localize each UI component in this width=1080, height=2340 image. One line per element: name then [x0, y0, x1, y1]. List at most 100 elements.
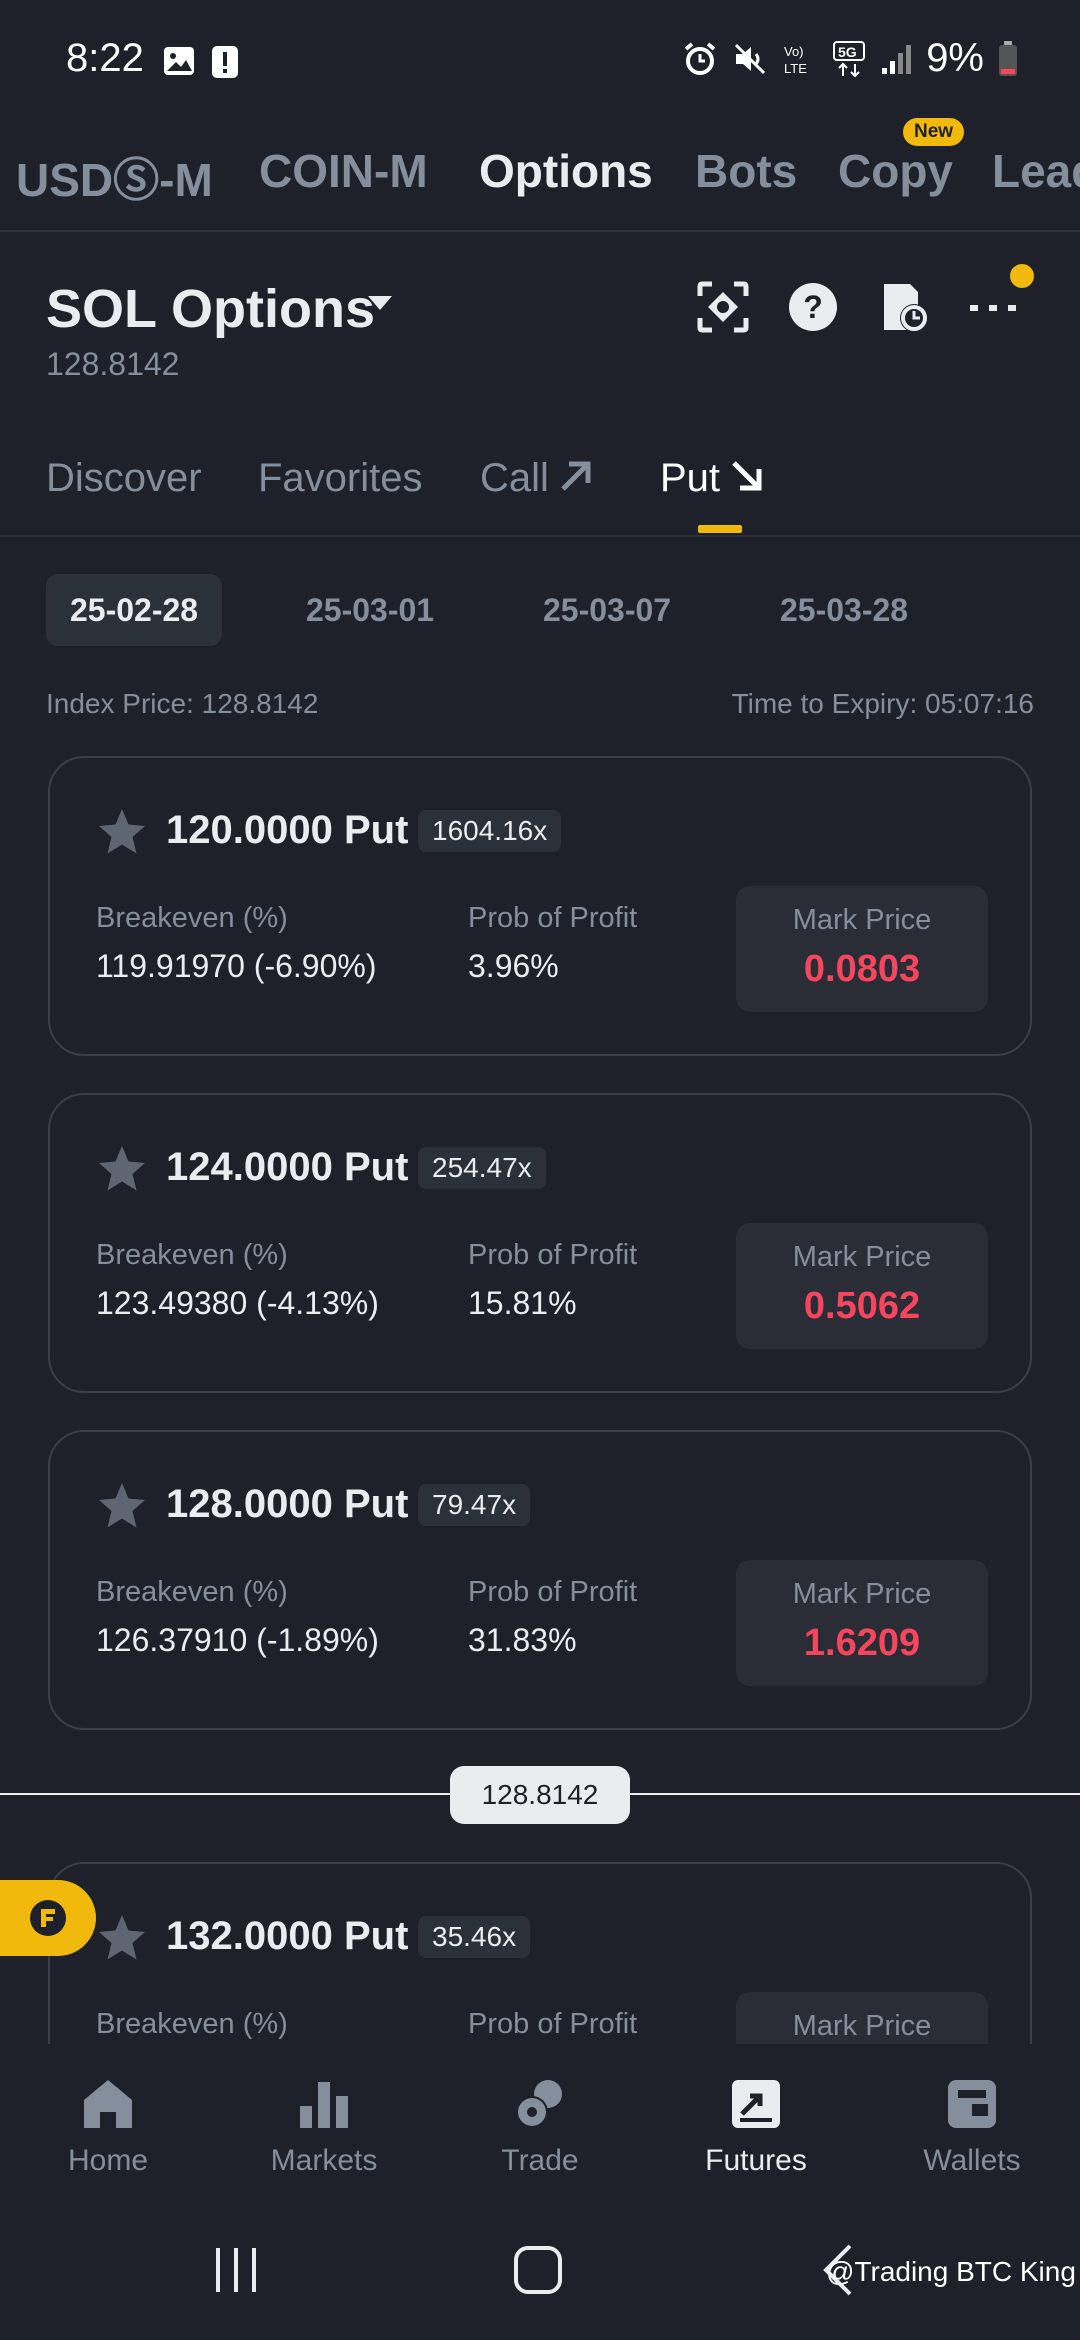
mark-price-value: 0.0803 [803, 948, 921, 990]
time-to-expiry: Time to Expiry: 05:07:16 [731, 688, 1034, 719]
nav-markets-label: Markets [270, 2144, 378, 2177]
breakeven-label: Breakeven (%) [96, 2008, 288, 2040]
tab-coin-m[interactable]: COIN-M [259, 145, 428, 197]
leverage-badge: 254.47x [418, 1147, 546, 1189]
home-button-icon[interactable] [508, 2240, 568, 2300]
page-title[interactable]: SOL Options [46, 279, 376, 339]
subtab-divider [0, 535, 1080, 537]
nav-markets[interactable]: Markets [216, 2044, 432, 2204]
tab-bots[interactable]: Bots [695, 145, 798, 197]
mark-price-value: 0.5062 [803, 1285, 921, 1327]
option-card[interactable]: 120.0000 Put 1604.16x Breakeven (%) 119.… [48, 756, 1032, 1056]
strike-price: 124.0000 Put [166, 1145, 409, 1189]
status-bar: 8:22 Vo) LTE 5G 9% [0, 0, 1080, 120]
signal-icon [882, 44, 912, 74]
breakeven-label: Breakeven (%) [96, 1239, 288, 1271]
arrow-up-right-icon [561, 461, 591, 491]
leverage-badge: 79.47x [418, 1484, 531, 1526]
more-icon[interactable] [966, 280, 1020, 334]
mark-price-value: 1.6209 [803, 1622, 921, 1664]
mark-price-box[interactable]: Mark Price 0.5062 [736, 1223, 988, 1349]
current-price-pill: 128.8142 [450, 1766, 630, 1824]
svg-text:?: ? [803, 289, 823, 325]
option-card[interactable]: 124.0000 Put 254.47x Breakeven (%) 123.4… [48, 1093, 1032, 1393]
mark-price-label: Mark Price [792, 2010, 932, 2042]
scan-icon[interactable] [696, 280, 750, 334]
tab-call-label: Call [480, 456, 549, 500]
home-icon [84, 2080, 132, 2128]
order-history-icon[interactable] [876, 280, 930, 334]
breakeven-value: 126.37910 (-1.89%) [96, 1622, 379, 1658]
breakeven-value: 119.91970 (-6.90%) [96, 948, 377, 984]
futures-logo-icon [30, 1900, 66, 1936]
tab-lead[interactable]: Lead [992, 145, 1080, 197]
tab-call[interactable]: Call [480, 456, 595, 501]
breakeven-label: Breakeven (%) [96, 1576, 288, 1608]
alert-icon [212, 46, 238, 78]
tab-discover[interactable]: Discover [46, 456, 202, 500]
caret-down-icon[interactable] [368, 296, 392, 310]
svg-text:Vo): Vo) [784, 44, 804, 59]
leverage-badge: 1604.16x [418, 810, 562, 852]
tab-usds-m[interactable]: USDⓈ-M [16, 154, 213, 206]
prob-profit-label: Prob of Profit [468, 2008, 638, 2040]
prob-profit-value: 3.96% [468, 948, 559, 984]
floating-shortcut-button[interactable] [0, 1880, 96, 1956]
nav-home-label: Home [67, 2144, 149, 2177]
tab-favorites[interactable]: Favorites [258, 456, 423, 500]
tab-copy[interactable]: Copy [838, 145, 953, 197]
battery-icon [999, 40, 1017, 76]
option-card[interactable]: 128.0000 Put 79.47x Breakeven (%) 126.37… [48, 1430, 1032, 1730]
status-system-icons: Vo) LTE 5G 9% [682, 36, 1018, 81]
strike-price: 128.0000 Put [166, 1482, 409, 1526]
expiry-chip-25-03-01[interactable]: 25-03-01 [306, 592, 435, 628]
mark-price-label: Mark Price [792, 1578, 932, 1610]
help-icon[interactable]: ? [786, 280, 840, 334]
prob-profit-value: 31.83% [468, 1622, 577, 1658]
svg-text:LTE: LTE [784, 61, 807, 76]
top-divider [0, 230, 1080, 232]
trade-icon [516, 2080, 562, 2128]
tab-options[interactable]: Options [479, 145, 653, 197]
nav-trade[interactable]: Trade [432, 2044, 648, 2204]
active-tab-indicator [698, 525, 742, 533]
gallery-icon [164, 47, 194, 75]
svg-text:5G: 5G [838, 44, 857, 60]
star-icon[interactable] [96, 806, 148, 858]
prob-profit-value: 15.81% [468, 1285, 577, 1321]
product-tabs: USDⓈ-M COIN-M Options Bots Copy Lead [0, 132, 1080, 232]
prob-profit-label: Prob of Profit [468, 902, 638, 934]
prob-profit-label: Prob of Profit [468, 1576, 638, 1608]
star-icon[interactable] [96, 1912, 148, 1964]
status-notification-icons [162, 44, 240, 80]
star-icon[interactable] [96, 1143, 148, 1195]
nav-wallets-label: Wallets [923, 2144, 1021, 2177]
breakeven-label: Breakeven (%) [96, 902, 288, 934]
bottom-nav: Home Markets Trade Futures Wallets [0, 2044, 1080, 2204]
underlying-price: 128.8142 [46, 346, 180, 382]
wallets-icon [948, 2080, 996, 2128]
mark-price-box[interactable]: Mark Price 0.0803 [736, 886, 988, 1012]
back-icon[interactable] [810, 2240, 870, 2300]
expiry-chip-25-02-28[interactable]: 25-02-28 [46, 574, 223, 646]
prob-profit-label: Prob of Profit [468, 1239, 638, 1271]
expiry-chip-25-03-28[interactable]: 25-03-28 [780, 592, 909, 628]
markets-icon [300, 2082, 348, 2128]
watermark: @Trading BTC King [826, 2256, 1076, 2287]
nav-trade-label: Trade [501, 2144, 579, 2177]
breakeven-value: 123.49380 (-4.13%) [96, 1285, 379, 1321]
strike-price: 120.0000 Put [166, 808, 409, 852]
expiry-chip-25-03-07[interactable]: 25-03-07 [543, 592, 672, 628]
tab-put[interactable]: Put [660, 456, 766, 501]
nav-wallets[interactable]: Wallets [864, 2044, 1080, 2204]
strike-price: 132.0000 Put [166, 1914, 409, 1958]
mark-price-label: Mark Price [792, 904, 932, 936]
nav-home[interactable]: Home [0, 2044, 216, 2204]
recent-apps-icon[interactable] [206, 2240, 266, 2300]
battery-percent: 9% [926, 36, 984, 80]
tab-put-label: Put [660, 456, 721, 500]
notification-dot [1010, 264, 1034, 288]
mark-price-box[interactable]: Mark Price 1.6209 [736, 1560, 988, 1686]
star-icon[interactable] [96, 1480, 148, 1532]
nav-futures[interactable]: Futures [648, 2044, 864, 2204]
